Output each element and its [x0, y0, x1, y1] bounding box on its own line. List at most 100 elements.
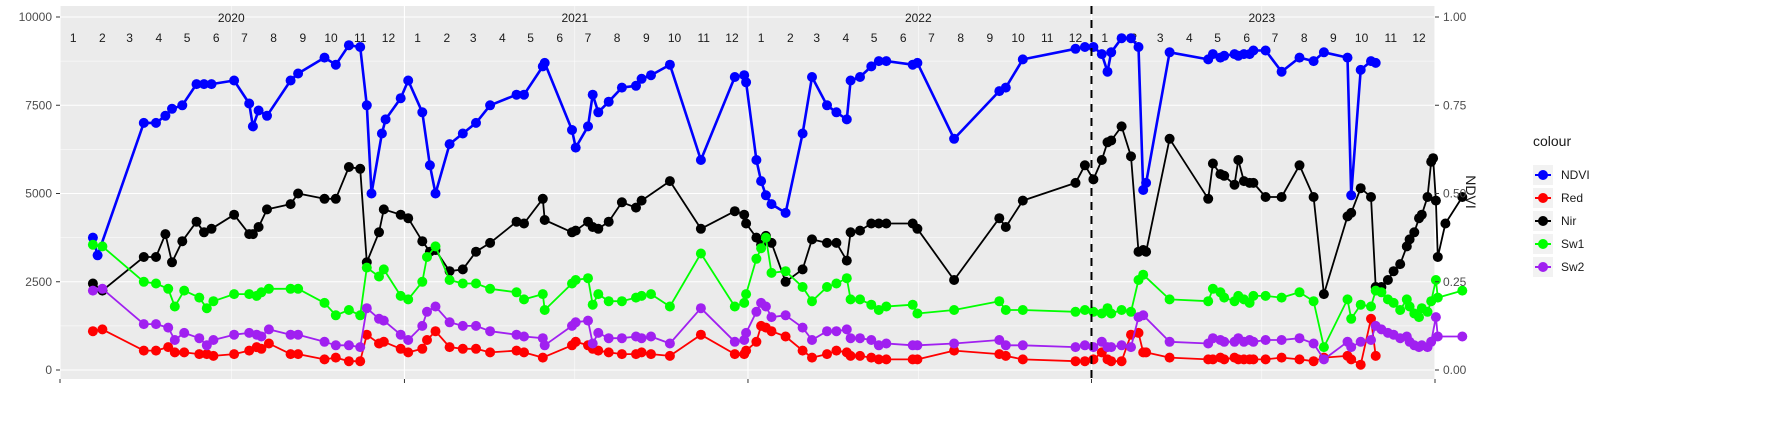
- ndvi-point: [511, 89, 522, 100]
- red-point: [822, 349, 832, 360]
- sw1-point: [1088, 306, 1099, 317]
- sw1-point: [646, 289, 656, 300]
- sw1-point: [1106, 308, 1117, 319]
- sw2-point: [343, 340, 354, 351]
- ndvi-point: [1294, 52, 1305, 63]
- nir-point: [374, 227, 384, 238]
- sw1-point: [395, 290, 406, 301]
- sw1-point: [822, 282, 832, 292]
- legend-title: colour: [1533, 133, 1571, 149]
- red-point: [1088, 354, 1099, 365]
- sw2-point: [471, 320, 481, 331]
- sw2-point: [841, 324, 852, 335]
- sw1-point: [471, 278, 481, 289]
- month-label: 5: [184, 31, 191, 45]
- sw1-point: [151, 278, 161, 289]
- sw2-point: [194, 333, 205, 344]
- sw1-point: [1404, 301, 1415, 312]
- sw1-point: [912, 308, 923, 319]
- red-point: [355, 356, 366, 367]
- sw2-point: [208, 335, 219, 345]
- sw2-point: [163, 322, 174, 333]
- sw2-point: [1138, 310, 1149, 321]
- nir-point: [616, 197, 627, 208]
- sw2-point: [244, 327, 255, 338]
- nir-point: [262, 204, 272, 215]
- nir-point: [1233, 155, 1244, 165]
- sw1-point: [293, 283, 304, 294]
- red-point: [343, 356, 354, 367]
- red-point: [766, 326, 777, 337]
- sw1-point: [845, 294, 856, 305]
- sw2-point: [780, 310, 791, 321]
- sw2-point: [1088, 342, 1099, 353]
- sw1-point: [417, 276, 428, 287]
- y-tick-label: 0: [45, 363, 52, 377]
- month-label: 3: [813, 31, 820, 45]
- legend-label-sw2: Sw2: [1561, 260, 1585, 274]
- ndvi-point: [417, 107, 428, 118]
- sw2-point: [485, 326, 496, 337]
- red-point: [263, 338, 274, 349]
- ndvi-point: [177, 100, 188, 111]
- ndvi-point: [1070, 43, 1081, 54]
- month-label: 9: [1330, 31, 1337, 45]
- nir-point: [151, 252, 161, 262]
- nir-point: [330, 193, 341, 204]
- sw1-point: [855, 294, 865, 305]
- month-label: 9: [986, 31, 993, 45]
- ndvi-point: [1000, 82, 1011, 93]
- sw1-point: [1355, 299, 1366, 310]
- red-point: [1079, 356, 1090, 367]
- month-label: 1: [70, 31, 77, 45]
- sw1-point: [138, 276, 149, 287]
- ndvi-point: [244, 98, 255, 109]
- ndvi-point: [160, 110, 171, 121]
- ndvi-point: [293, 68, 304, 79]
- year-label: 2023: [1248, 11, 1275, 25]
- ndvi-point: [1017, 54, 1028, 65]
- month-label: 2: [787, 31, 794, 45]
- red-point: [330, 352, 341, 363]
- sw2-point: [1432, 331, 1443, 342]
- sw2-point: [664, 338, 675, 349]
- ndvi-point: [756, 176, 767, 187]
- sw1-point: [866, 299, 877, 310]
- sw1-point: [319, 297, 330, 308]
- ndvi-point: [1318, 47, 1329, 58]
- ndvi-point: [151, 117, 161, 128]
- sw1-point: [729, 301, 740, 312]
- month-label: 1: [414, 31, 421, 45]
- sw2-point: [403, 335, 414, 345]
- sw2-point: [1457, 331, 1468, 342]
- nir-point: [537, 193, 548, 204]
- red-point: [797, 345, 808, 356]
- month-label: 1: [1101, 31, 1108, 45]
- red-point: [1248, 354, 1259, 365]
- ndvi-point: [873, 56, 884, 67]
- nir-point: [664, 176, 675, 187]
- month-label: 6: [213, 31, 220, 45]
- nir-point: [395, 209, 406, 220]
- nir-point: [1440, 218, 1451, 229]
- ndvi-point: [1133, 42, 1144, 52]
- sw2-point: [1164, 336, 1175, 347]
- sw1-point: [587, 299, 598, 310]
- red-point: [780, 331, 791, 342]
- nir-point: [285, 199, 296, 210]
- ndvi-point: [593, 107, 604, 118]
- sw1-point: [444, 275, 455, 285]
- sw1-point: [797, 282, 808, 292]
- sw1-point: [1070, 306, 1081, 317]
- ndvi-point: [567, 125, 577, 135]
- sw1-point: [1414, 312, 1424, 323]
- sw1-point: [169, 301, 180, 312]
- red-point: [845, 350, 856, 361]
- nir-point: [603, 216, 614, 227]
- nir-point: [1432, 252, 1443, 262]
- sw2-point: [229, 329, 240, 340]
- sw2-point: [855, 333, 865, 344]
- ndvi-point: [262, 110, 272, 121]
- nir-point: [845, 227, 856, 238]
- sw2-point: [151, 319, 161, 330]
